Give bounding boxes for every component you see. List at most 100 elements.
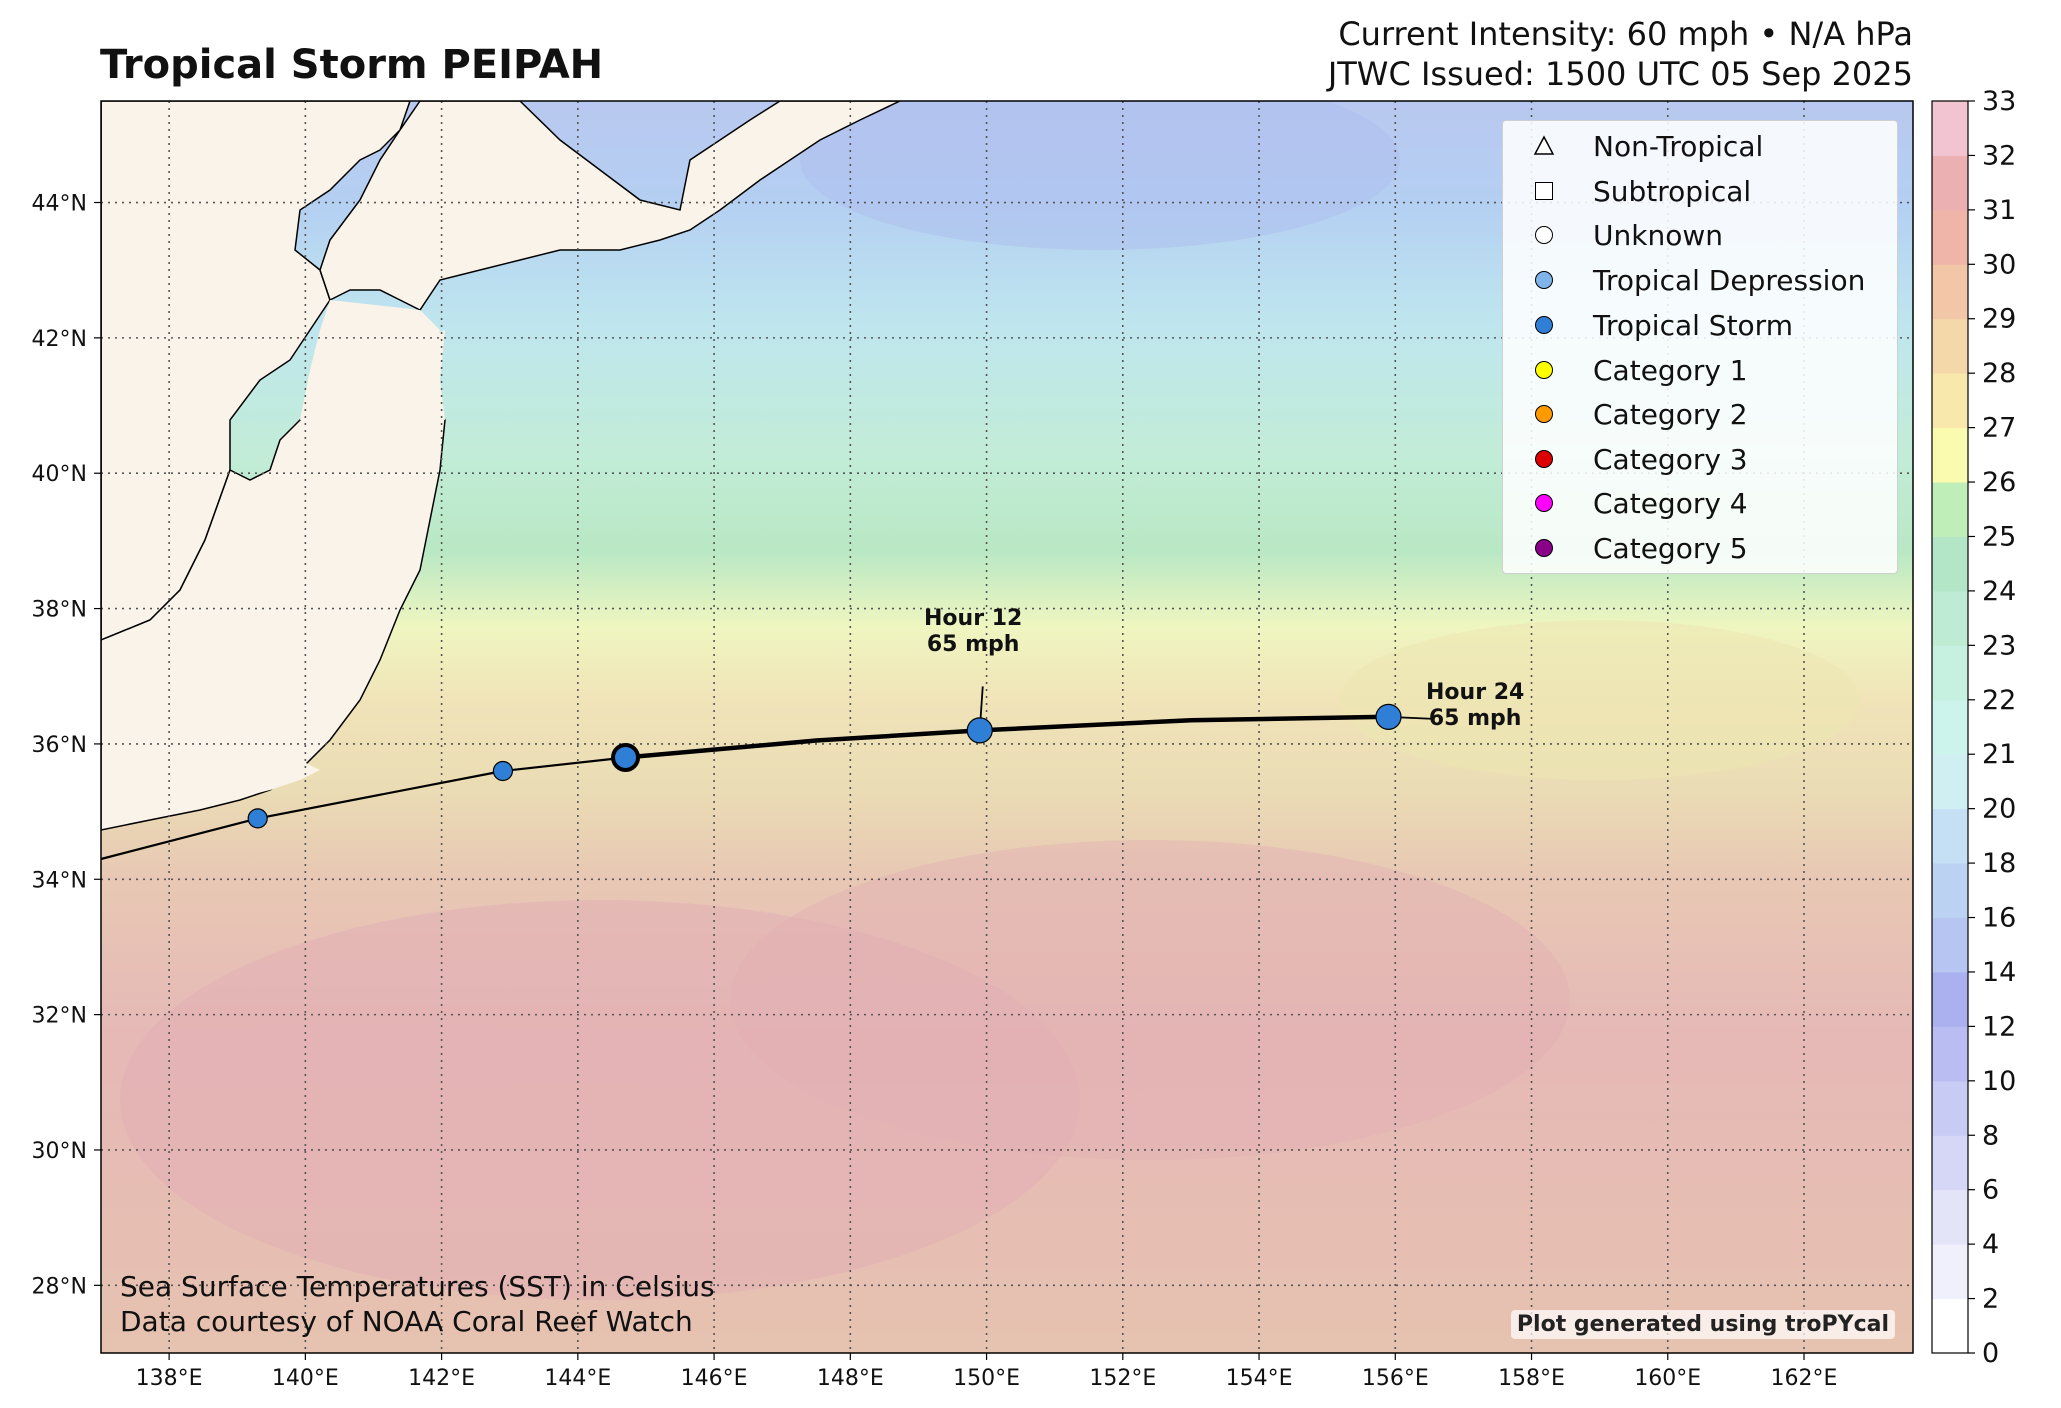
colorbar-label: 4: [1982, 1229, 1999, 1260]
colorbar-label: 22: [1982, 685, 2016, 716]
colorbar-label: 30: [1982, 249, 2016, 280]
legend-label: Category 2: [1593, 397, 1748, 431]
colorbar-segment: [1932, 971, 1968, 1027]
colorbar-label: 32: [1982, 140, 2016, 171]
lon-tick-label: 162°E: [1771, 1366, 1838, 1391]
map-frame: [100, 100, 1914, 1354]
colorbar-segment: [1932, 264, 1968, 320]
lon-tick-label: 158°E: [1498, 1366, 1565, 1391]
legend: Non-Tropical Subtropical Unknown Tropica…: [1502, 120, 1898, 574]
past-track-line: [100, 756, 626, 861]
colorbar-label: 18: [1982, 848, 2016, 879]
legend-label: Tropical Storm: [1593, 308, 1793, 342]
colorbar-segment: [1932, 1026, 1968, 1082]
lon-tick-label: 150°E: [953, 1366, 1020, 1391]
legend-label: Subtropical: [1593, 174, 1752, 208]
past-position-marker: [492, 760, 514, 782]
lat-tick-label: 40°N: [32, 462, 87, 487]
circle-marker-icon: [1531, 535, 1557, 561]
current-intensity: Current Intensity: 60 mph • N/A hPa: [1338, 15, 1913, 53]
issued-time: JTWC Issued: 1500 UTC 05 Sep 2025: [1327, 55, 1913, 93]
colorbar-label: 21: [1982, 739, 2016, 770]
data-source-note: Data courtesy of NOAA Coral Reef Watch: [120, 1305, 693, 1338]
colorbar-label: 25: [1982, 521, 2016, 552]
lat-tick-label: 38°N: [32, 598, 87, 623]
colorbar-segment: [1932, 1135, 1968, 1191]
lon-tick-label: 160°E: [1634, 1366, 1701, 1391]
colorbar-label: 23: [1982, 630, 2016, 661]
legend-item-non-tropical: Non-Tropical: [1531, 125, 1763, 167]
storm-title: Tropical Storm PEIPAH: [100, 42, 604, 88]
colorbar-label: 2: [1982, 1284, 1999, 1315]
forecast-hour: Hour 24: [1426, 680, 1525, 705]
forecast-position-marker: [966, 717, 993, 744]
colorbar-segment: [1932, 318, 1968, 374]
forecast-label-hour-24: Hour 24 65 mph: [1426, 680, 1524, 732]
legend-item-unknown: Unknown: [1531, 214, 1723, 256]
lon-tick-label: 142°E: [408, 1366, 475, 1391]
header-info: Current Intensity: 60 mph • N/A hPa JTWC…: [1328, 14, 1913, 94]
legend-item-category-5: Category 5: [1531, 527, 1748, 569]
lat-tick-label: 44°N: [32, 192, 87, 217]
colorbar-segment: [1932, 917, 1968, 973]
colorbar-segment: [1932, 754, 1968, 810]
colorbar-label: 20: [1982, 794, 2016, 825]
legend-label: Category 3: [1593, 442, 1748, 476]
colorbar-label: 16: [1982, 903, 2016, 934]
axis-ticks: 138°E 140°E 142°E 144°E 146°E 148°E 150°E 152°E…: [32, 192, 1838, 1391]
forecast-wind: 65 mph: [1428, 706, 1522, 731]
colorbar-segment: [1932, 155, 1968, 211]
colorbar-segment: [1932, 590, 1968, 646]
lat-tick-label: 28°N: [32, 1274, 87, 1299]
lat-tick-label: 36°N: [32, 733, 87, 758]
lon-tick-label: 146°E: [681, 1366, 748, 1391]
legend-label: Non-Tropical: [1593, 129, 1764, 163]
colorbar-label: 33: [1982, 86, 2016, 117]
colorbar-segment: [1932, 699, 1968, 755]
circle-marker-icon: [1531, 490, 1557, 516]
colorbar-frame: [1931, 100, 1969, 1354]
lon-tick-label: 154°E: [1226, 1366, 1293, 1391]
circle-marker-icon: [1531, 446, 1557, 472]
colorbar-segment: [1932, 863, 1968, 919]
lon-tick-label: 144°E: [544, 1366, 611, 1391]
colorbar-segment: [1932, 101, 1968, 156]
past-position-marker: [247, 808, 268, 829]
lon-tick-label: 140°E: [272, 1366, 339, 1391]
lon-tick-label: 152°E: [1089, 1366, 1156, 1391]
circle-marker-icon: [1531, 312, 1557, 338]
legend-label: Category 1: [1593, 353, 1748, 387]
colorbar-label: 14: [1982, 957, 2016, 988]
legend-label: Category 5: [1593, 531, 1748, 565]
forecast-label-hour-12: Hour 12 65 mph: [924, 606, 1022, 658]
legend-label: Unknown: [1593, 218, 1723, 252]
colorbar-segment: [1932, 209, 1968, 265]
colorbar-segment: [1932, 1244, 1968, 1300]
sst-colorbar: 0246810121416182021222324252627282930313…: [1931, 86, 2016, 1369]
colorbar-label: 26: [1982, 467, 2016, 498]
colorbar-label: 27: [1982, 413, 2016, 444]
legend-item-category-3: Category 3: [1531, 438, 1748, 480]
colorbar-label: 31: [1982, 195, 2016, 226]
colorbar-label: 12: [1982, 1011, 2016, 1042]
colorbar-label: 0: [1982, 1338, 1999, 1369]
storm-tracks: [100, 686, 1434, 861]
lat-tick-label: 42°N: [32, 327, 87, 352]
legend-item-tropical-depression: Tropical Depression: [1531, 259, 1865, 301]
circle-marker-icon: [1531, 401, 1557, 427]
lat-tick-label: 30°N: [32, 1139, 87, 1164]
colorbar-segment: [1932, 1298, 1968, 1354]
colorbar-segment: [1932, 482, 1968, 537]
legend-item-category-4: Category 4: [1531, 482, 1748, 524]
current-position-marker: [611, 742, 641, 772]
graticule: [101, 101, 1913, 1353]
lat-tick-label: 34°N: [32, 868, 87, 893]
colorbar-label: 29: [1982, 304, 2016, 335]
colorbar-segment: [1932, 427, 1968, 483]
legend-label: Category 4: [1593, 486, 1748, 520]
colorbar-segment: [1932, 373, 1968, 429]
circle-marker-icon: [1531, 357, 1557, 383]
colorbar-label: 24: [1982, 576, 2016, 607]
colorbar-label: 10: [1982, 1066, 2016, 1097]
sst-note: Sea Surface Temperatures (SST) in Celsiu…: [120, 1270, 715, 1303]
